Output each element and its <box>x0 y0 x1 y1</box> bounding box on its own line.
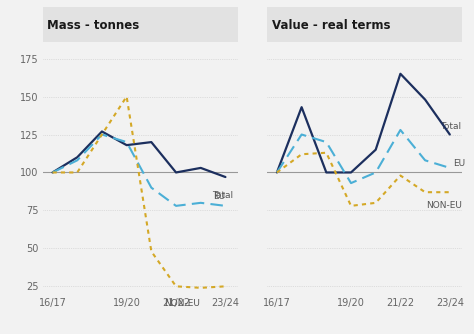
Text: NON-EU: NON-EU <box>426 201 462 210</box>
Text: NON-EU: NON-EU <box>164 299 200 308</box>
Text: Total: Total <box>440 123 461 131</box>
Text: EU: EU <box>454 159 465 168</box>
Text: EU: EU <box>213 192 225 201</box>
Text: Total: Total <box>212 191 233 200</box>
Text: Value - real terms: Value - real terms <box>272 19 390 31</box>
Text: Mass - tonnes: Mass - tonnes <box>47 19 140 31</box>
